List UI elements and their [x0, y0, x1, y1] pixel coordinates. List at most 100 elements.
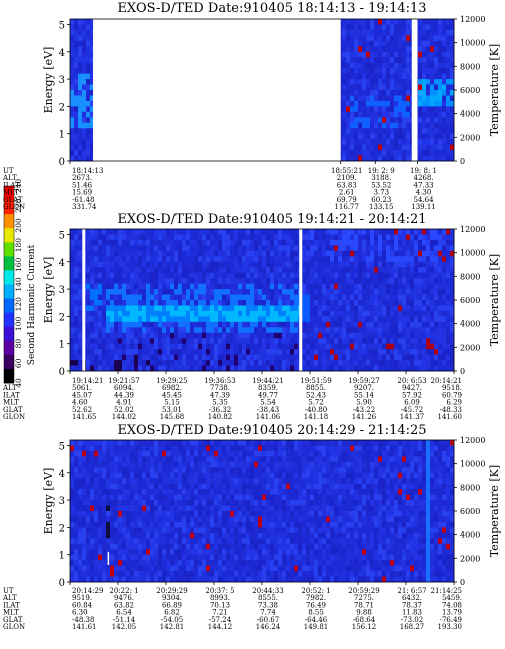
row-label-alt: ALT [2, 594, 17, 602]
cell-ilat: 55.14 [354, 391, 375, 399]
cell-glon: 141.65 [72, 413, 97, 421]
cell-mlt: 4.91 [116, 399, 132, 407]
cell-alt: 3188. [371, 174, 391, 182]
y2tick-label: 2000 [460, 554, 480, 563]
colorbar-tick-label: 180 [14, 238, 23, 253]
colorbar-segment [4, 284, 14, 299]
cell-ut: 20: 6:53 [397, 377, 426, 385]
cell-glon: 144.02 [112, 413, 137, 421]
cell-glon: 193.30 [438, 623, 463, 631]
cell-mlt: 11.83 [402, 609, 422, 617]
cell-ut: 20:44:33 [252, 587, 283, 595]
cell-ilat: 63.82 [114, 601, 134, 609]
cell-glat: -51.14 [113, 616, 136, 624]
cell-ilat: 78.37 [402, 601, 422, 609]
cell-mlt: 6.29 [446, 399, 462, 407]
cell-alt: 8855. [306, 384, 326, 392]
cell-alt: 9427. [402, 384, 422, 392]
colorbar-segment [4, 368, 14, 384]
y2tick-label: 4000 [460, 531, 480, 540]
cell-glon: 141.18 [304, 413, 329, 421]
row-label-ut: UT [3, 377, 14, 385]
cell-mlt: 13.79 [442, 609, 462, 617]
cell-mlt: 6.30 [72, 609, 88, 617]
data-gap [82, 229, 86, 371]
y2tick-label: 12000 [460, 15, 485, 24]
y2tick-label: 10000 [460, 460, 485, 469]
cell-glat: -48.33 [440, 406, 462, 414]
cell-alt: 7275. [354, 594, 374, 602]
cell-mlt: 6.82 [164, 609, 180, 617]
row-label-mlt: MLT [3, 609, 19, 617]
cell-glat: 52.02 [114, 406, 134, 414]
cell-ut: 19:21:57 [108, 377, 139, 385]
cell-mlt: 15.69 [72, 189, 92, 197]
cell-alt: 8993. [210, 594, 230, 602]
cell-glat: 54.64 [413, 196, 434, 204]
row-label-glat: GLAT [3, 406, 23, 414]
row-label-glat: GLAT [3, 196, 23, 204]
y2tick-label: 4000 [460, 110, 480, 119]
cell-mlt: 7.21 [212, 609, 228, 617]
cell-alt: 2673. [72, 174, 92, 182]
colorbar-segment [4, 200, 14, 215]
cell-glat: -54.05 [161, 616, 183, 624]
ytick-label: 0 [59, 157, 65, 168]
y-axis-label: Energy [eV] [42, 47, 55, 114]
y2tick-label: 0 [460, 578, 465, 587]
cell-glat: -45.72 [401, 406, 423, 414]
cell-glon: 141.26 [352, 413, 377, 421]
y2tick-label: 8000 [460, 272, 480, 281]
heatmap-cells [70, 229, 455, 372]
ytick-label: 3 [59, 285, 65, 296]
cell-alt: 4268. [413, 174, 433, 182]
panel-title: EXOS-D/TED Date:910405 20:14:29 - 21:14:… [117, 423, 426, 438]
ytick-label: 1 [59, 130, 65, 141]
row-label-ilat: ILAT [3, 601, 20, 609]
colorbar-frame [3, 185, 15, 384]
colorbar-tick-label: 40 [14, 378, 23, 388]
y2-axis-label: Temperature [K] [488, 465, 501, 557]
cell-ut: 20:59:29 [348, 587, 379, 595]
cell-ilat: 49.77 [258, 391, 278, 399]
ytick-label: 4 [59, 258, 65, 269]
cell-glat: 69.79 [337, 196, 357, 204]
cell-ilat: 52.43 [306, 391, 326, 399]
y2tick-label: 8000 [460, 62, 480, 71]
colorbar-segment [4, 312, 14, 328]
colorbar-tick-label: 60 [14, 358, 23, 368]
ytick-label: 4 [59, 48, 65, 59]
y2tick-label: 6000 [460, 86, 480, 95]
colorbar-segment [4, 256, 14, 271]
heatmap-cells [70, 440, 455, 583]
colorbar-segment [4, 298, 14, 314]
cell-glat: -48.38 [72, 616, 94, 624]
cell-ut: 19:51:59 [300, 377, 331, 385]
panel-title: EXOS-D/TED Date:910405 18:14:13 - 19:14:… [117, 1, 426, 16]
colorbar-segment [4, 214, 14, 229]
cell-glon: 141.61 [72, 623, 97, 631]
cell-mlt: 4.60 [72, 399, 88, 407]
cell-glat: -73.02 [401, 616, 423, 624]
colorbar-segment [4, 354, 14, 370]
cell-alt: 7982. [306, 594, 326, 602]
cell-alt: 5061. [72, 384, 92, 392]
cell-mlt: 4.30 [416, 189, 432, 197]
cell-glon: 140.82 [208, 413, 233, 421]
ytick-label: 1 [59, 551, 65, 562]
data-gap [93, 19, 341, 161]
cell-ilat: 76.49 [306, 601, 326, 609]
colorbar-tick-label: 220 [14, 198, 23, 213]
cell-glon: 141.60 [438, 413, 463, 421]
row-label-glat: GLAT [3, 616, 23, 624]
cell-alt: 9476. [114, 594, 134, 602]
cell-ut: 20:14:29 [72, 587, 103, 595]
colorbar-segment [4, 340, 14, 356]
data-spike [107, 552, 110, 565]
cell-mlt: 5.72 [308, 399, 324, 407]
cell-ut: 20:52: 1 [301, 587, 330, 595]
cell-alt: 9519. [72, 594, 92, 602]
cell-ut: 18:55:21 [331, 167, 362, 175]
cell-glon: 149.81 [304, 623, 329, 631]
